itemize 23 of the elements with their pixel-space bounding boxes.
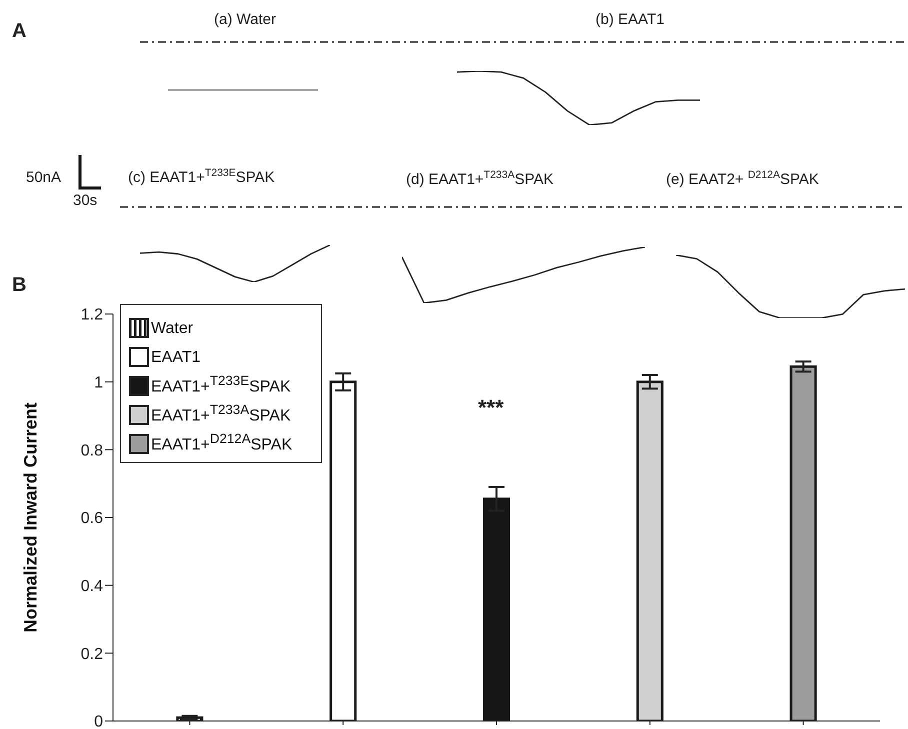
y-axis-title: Normalized Inward Current <box>20 402 40 633</box>
legend-label: EAAT1+$^{D212A}$SPAK <box>151 430 292 454</box>
text: B <box>12 274 26 297</box>
legend-label: EAAT1+$^{T233E}$SPAK <box>151 372 291 396</box>
legend-label: EAAT1+$^{T233A}$SPAK <box>151 402 291 425</box>
chart-title: (b) EAAT1 <box>596 11 664 28</box>
chart-title: (c) EAAT1+$^{T233E}$SPAK <box>128 167 275 186</box>
text: 50nA <box>26 169 62 186</box>
y-tick-label: 0.4 <box>80 578 104 596</box>
text: A <box>12 20 26 42</box>
legend-label: Water <box>151 320 194 338</box>
y-tick-label: 1.2 <box>80 306 104 324</box>
annotation: *** <box>478 395 504 421</box>
y-tick-label: 1 <box>94 374 104 392</box>
chart-title: (e) EAAT2+ $^{D212A}$SPAK <box>666 169 819 188</box>
legend-label: EAAT1 <box>151 349 200 367</box>
text: (a) Water <box>214 11 276 28</box>
chart-title: (d) EAAT1+$^{T233A}$SPAK <box>406 169 554 188</box>
text: 30s <box>73 192 98 209</box>
y-tick-label: 0.8 <box>80 442 104 460</box>
y-tick-label: 0.6 <box>80 510 104 528</box>
y-tick-label: 0 <box>94 714 104 729</box>
y-tick-label: 0.2 <box>80 646 104 663</box>
